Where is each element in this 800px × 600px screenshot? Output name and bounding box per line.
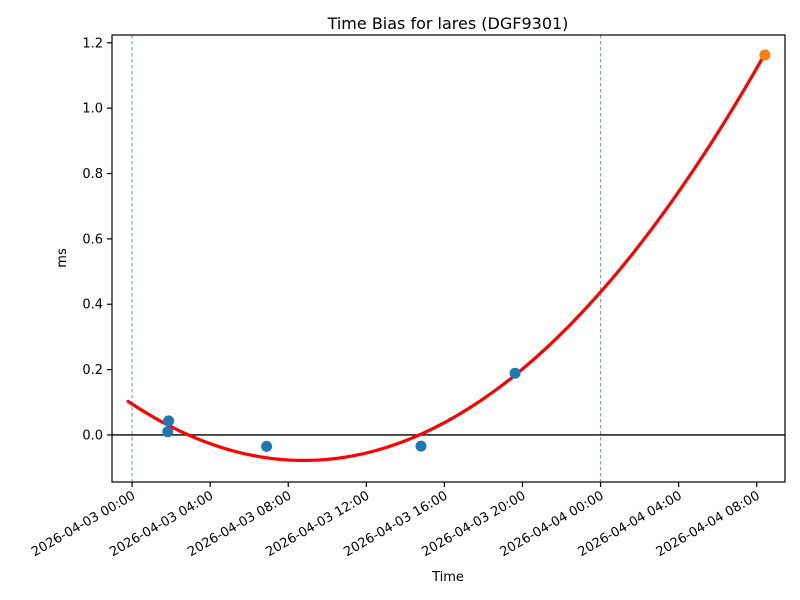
y-tick-label: 0.8	[82, 167, 103, 182]
y-tick-label: 0.2	[82, 363, 103, 378]
y-tick-label: 1.0	[82, 102, 103, 117]
chart-title: Time Bias for lares (DGF9301)	[327, 14, 569, 33]
observation-point	[261, 440, 273, 452]
y-axis-label: ms	[55, 248, 70, 268]
observation-point	[163, 415, 175, 427]
y-tick-label: 1.2	[82, 36, 103, 51]
observation-point	[162, 426, 174, 438]
prediction-point	[759, 49, 771, 61]
observation-point	[509, 367, 521, 379]
y-tick-label: 0.4	[82, 298, 103, 313]
y-tick-label: 0.6	[82, 232, 103, 247]
y-tick-label: 0.0	[82, 428, 103, 443]
x-axis-label: Time	[431, 570, 464, 585]
observation-point	[415, 440, 427, 452]
quadratic-fit-line	[126, 52, 767, 462]
plot-border	[111, 34, 786, 483]
